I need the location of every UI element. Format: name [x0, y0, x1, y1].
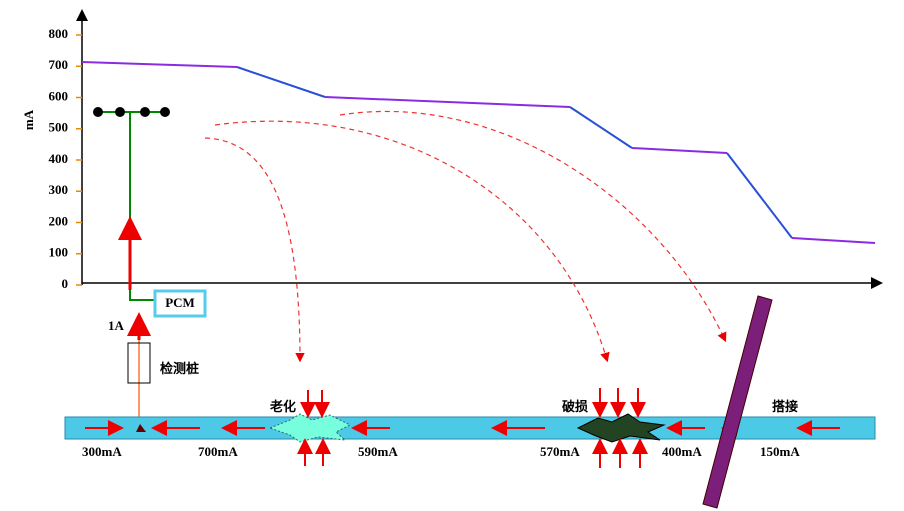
current-value: 570mA — [540, 444, 580, 459]
y-tick-label: 300 — [49, 182, 69, 197]
y-tick-label: 400 — [49, 151, 69, 166]
lap-bar — [703, 296, 772, 508]
y-tick-label: 200 — [49, 213, 69, 228]
y-tick-label: 700 — [49, 57, 69, 72]
axis-label: mA — [21, 109, 36, 130]
y-tick-label: 500 — [49, 120, 69, 135]
pcm-wiring — [93, 107, 205, 425]
diagram: mA 800 700 600 500 400 300 200 100 0 PCM 1A 检测桩 — [0, 0, 904, 511]
defect-label: 搭接 — [772, 399, 798, 414]
current-label: 1A — [108, 318, 125, 333]
current-value: 700mA — [198, 444, 238, 459]
y-tick-label: 800 — [49, 26, 69, 41]
current-value: 590mA — [358, 444, 398, 459]
y-tick-label: 100 — [49, 245, 69, 260]
defect-label: 老化 — [269, 399, 296, 414]
current-value: 150mA — [760, 444, 800, 459]
current-curve — [82, 62, 875, 243]
pipe-currents: 300mA 700mA 590mA 570mA 400mA 150mA — [82, 444, 800, 459]
defect-label: 破损 — [562, 399, 588, 414]
current-value: 400mA — [662, 444, 702, 459]
y-tick-label: 600 — [49, 88, 69, 103]
y-tick-label: 0 — [62, 276, 69, 291]
test-post-label: 检测桩 — [160, 361, 199, 376]
pcm-label: PCM — [165, 295, 195, 310]
axes — [82, 12, 880, 285]
ticks: 800 700 600 500 400 300 200 100 0 — [49, 26, 83, 291]
current-value: 300mA — [82, 444, 122, 459]
